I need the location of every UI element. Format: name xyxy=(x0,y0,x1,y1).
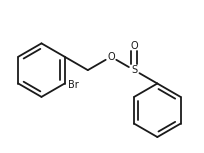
Text: S: S xyxy=(131,65,137,75)
Text: O: O xyxy=(107,52,115,62)
Text: O: O xyxy=(130,41,138,50)
Text: Br: Br xyxy=(68,80,79,90)
